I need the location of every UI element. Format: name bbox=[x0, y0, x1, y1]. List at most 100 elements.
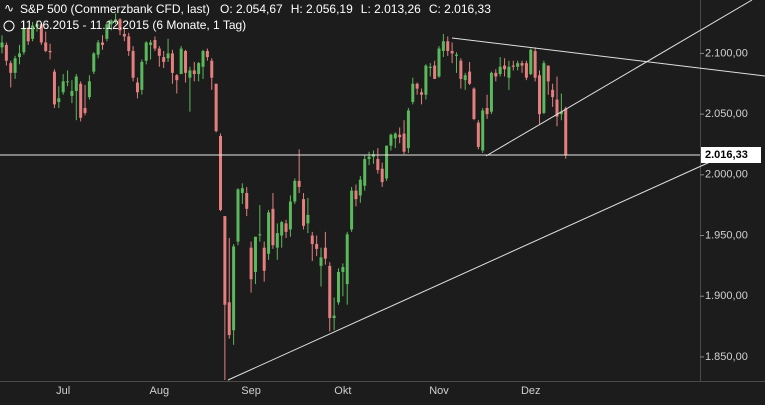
candle-body bbox=[376, 159, 380, 170]
candle-body bbox=[485, 108, 489, 115]
candle-body bbox=[363, 159, 367, 186]
candle-body bbox=[52, 71, 56, 105]
candle-body bbox=[267, 212, 271, 254]
candle-body bbox=[31, 25, 35, 39]
candle-body bbox=[61, 81, 65, 93]
candle-body bbox=[96, 42, 100, 55]
candle-body bbox=[188, 70, 192, 78]
candle-body bbox=[538, 75, 542, 115]
candle-body bbox=[0, 42, 4, 48]
y-tick-label: 1.950,00 bbox=[705, 229, 748, 241]
candle-body bbox=[297, 180, 301, 187]
candle-body bbox=[214, 83, 218, 132]
candle-body bbox=[114, 19, 118, 21]
candle-body bbox=[105, 24, 109, 39]
candle-body bbox=[153, 40, 157, 49]
candle-body bbox=[87, 81, 91, 98]
x-tick-label: Jul bbox=[56, 385, 70, 397]
plot bbox=[0, 13, 568, 380]
candle-body bbox=[385, 145, 389, 179]
candle-body bbox=[306, 214, 310, 224]
candle-body bbox=[468, 71, 472, 84]
candle-body bbox=[288, 201, 292, 230]
candle-body bbox=[144, 42, 148, 61]
candle-body bbox=[332, 315, 336, 319]
candle-body bbox=[315, 244, 319, 249]
candle-body bbox=[35, 24, 39, 27]
candle-body bbox=[210, 60, 214, 78]
candle-body bbox=[402, 133, 406, 152]
candle-body bbox=[48, 50, 52, 53]
x-tick-label: Aug bbox=[150, 385, 170, 397]
candle-body bbox=[302, 199, 306, 226]
candle-body bbox=[245, 193, 249, 209]
y-tick-label: 1.900,00 bbox=[705, 290, 748, 302]
candle-body bbox=[135, 82, 139, 93]
candle-body bbox=[170, 53, 174, 73]
candle-body bbox=[516, 63, 520, 67]
candle-body bbox=[498, 66, 502, 75]
y-tick-label: 1.850,00 bbox=[705, 351, 748, 363]
candle-body bbox=[122, 33, 126, 37]
candle-body bbox=[503, 65, 507, 70]
candle-body bbox=[428, 66, 432, 68]
candle-body bbox=[131, 50, 135, 78]
candle-body bbox=[437, 48, 441, 77]
candle-body bbox=[415, 83, 419, 89]
header: ∿ S&P 500 (Commerzbank CFD, last) 11.06.… bbox=[3, 1, 491, 32]
candle-body bbox=[223, 216, 227, 305]
candle-body bbox=[92, 53, 96, 72]
candle-body bbox=[323, 247, 327, 259]
candle-body bbox=[253, 236, 257, 272]
candle-body bbox=[149, 42, 153, 45]
candle-body bbox=[546, 65, 550, 82]
candle-body bbox=[70, 91, 74, 96]
candle-body bbox=[140, 61, 144, 90]
candle-body bbox=[358, 179, 362, 196]
candle-body bbox=[17, 53, 21, 58]
candle-body bbox=[22, 27, 26, 53]
candle-body bbox=[9, 63, 13, 73]
candle-body bbox=[564, 108, 568, 155]
candle-body bbox=[175, 75, 179, 81]
candle-body bbox=[284, 223, 288, 232]
candle-body bbox=[511, 65, 515, 67]
candle-body bbox=[83, 108, 87, 113]
candle-body bbox=[26, 29, 30, 42]
candle-body bbox=[463, 75, 467, 81]
candle-body bbox=[524, 63, 528, 78]
candle-body bbox=[420, 92, 424, 95]
x-tick-label: Okt bbox=[334, 385, 351, 397]
candle-body bbox=[441, 41, 445, 51]
chart-icon: ∿ bbox=[4, 1, 14, 15]
x-tick-label: Sep bbox=[241, 385, 261, 397]
candle-body bbox=[280, 222, 284, 236]
candle-body bbox=[411, 83, 415, 102]
candle-body bbox=[179, 48, 183, 75]
clock-icon bbox=[3, 20, 15, 32]
ohlc-label: H: 2.056,19 bbox=[291, 2, 353, 16]
candle-body bbox=[472, 88, 476, 119]
candle-body bbox=[13, 58, 17, 73]
ohlc-label: C: 2.016,33 bbox=[429, 2, 491, 16]
candle-body bbox=[507, 66, 511, 78]
candle-body bbox=[127, 36, 131, 51]
trend-line bbox=[485, 0, 753, 157]
candle-body bbox=[555, 99, 559, 117]
candle-body bbox=[328, 265, 332, 319]
candle-body bbox=[424, 65, 428, 95]
candle-body bbox=[393, 133, 397, 139]
candle-body bbox=[406, 110, 410, 149]
candle-body bbox=[39, 24, 43, 43]
ohlc-label: L: 2.013,26 bbox=[361, 2, 421, 16]
candle-body bbox=[533, 50, 537, 78]
trend-line bbox=[451, 37, 765, 77]
candle-body bbox=[389, 134, 393, 146]
candle-body bbox=[398, 134, 402, 138]
candle-body bbox=[157, 48, 161, 56]
candle-body bbox=[74, 76, 78, 92]
candle-body bbox=[481, 110, 485, 151]
last-price-box bbox=[701, 146, 761, 163]
